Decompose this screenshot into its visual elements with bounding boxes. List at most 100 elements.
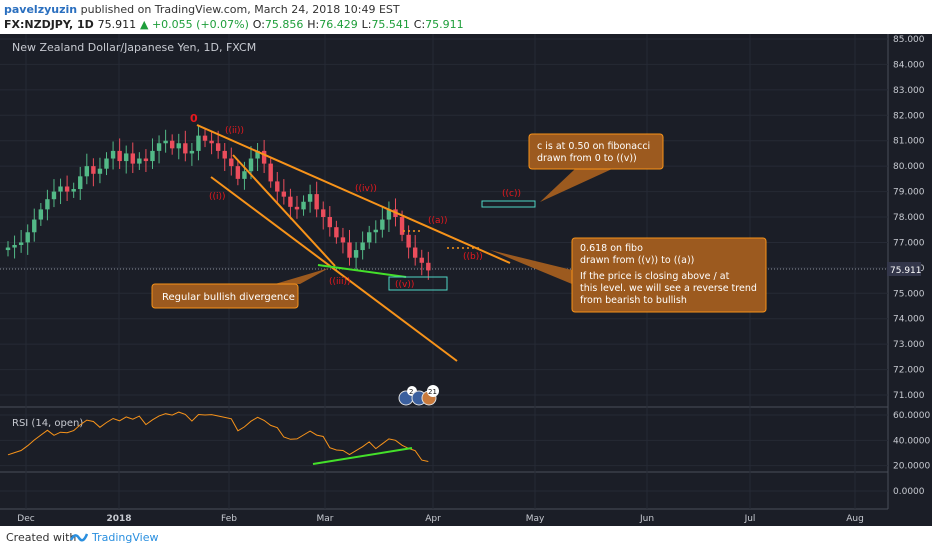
candle-body[interactable]	[189, 150, 195, 154]
event-badge-1-text: 2	[409, 388, 413, 396]
candle-body[interactable]	[202, 135, 208, 141]
candle-body[interactable]	[97, 168, 103, 174]
candle-body[interactable]	[268, 163, 273, 182]
candle-body[interactable]	[235, 166, 241, 179]
candle-body[interactable]	[360, 242, 365, 251]
candle-body[interactable]	[78, 176, 83, 190]
close-value: 75.911	[425, 18, 464, 31]
candle-body[interactable]	[71, 189, 76, 192]
price-tick-label: 79.000	[893, 188, 925, 198]
rsi-divergence-line[interactable]	[312, 447, 413, 465]
candle-body[interactable]	[334, 227, 339, 238]
v-target-box[interactable]	[388, 276, 448, 291]
candle-body[interactable]	[386, 209, 392, 220]
inner-trendline[interactable]	[232, 154, 336, 267]
candle-body[interactable]	[209, 140, 214, 144]
candle-body[interactable]	[183, 143, 188, 154]
wave-label-v: ((v))	[395, 280, 414, 290]
event-badges[interactable]: 2 21	[398, 385, 439, 406]
candle-body[interactable]	[104, 158, 109, 169]
rsi-tick-label: 60.0000	[893, 411, 930, 421]
chart-svg[interactable]: 85.000 84.000 83.000 82.000 81.000 80.000 79.0…	[0, 34, 932, 526]
candle-body[interactable]	[307, 194, 313, 202]
candle-body[interactable]	[5, 247, 11, 251]
open-label: O:	[252, 18, 265, 31]
callout-divergence[interactable]	[151, 283, 299, 309]
candle-body[interactable]	[288, 196, 293, 207]
candle-body[interactable]	[301, 201, 306, 210]
rsi-tick-label: 0.0000	[893, 487, 925, 497]
candle-body[interactable]	[176, 143, 181, 149]
candle-body[interactable]	[275, 181, 280, 192]
candle-body[interactable]	[222, 150, 227, 159]
candle-body[interactable]	[150, 150, 155, 162]
candle-body[interactable]	[137, 158, 142, 164]
tradingview-brand-link[interactable]: TradingView	[92, 531, 159, 544]
candle-body[interactable]	[196, 135, 201, 151]
candle-body[interactable]	[255, 150, 260, 159]
candle-body[interactable]	[327, 217, 333, 228]
candle-body[interactable]	[242, 171, 247, 179]
candle-body[interactable]	[412, 247, 418, 258]
c-target-box[interactable]	[481, 200, 536, 208]
candle-body[interactable]	[367, 232, 372, 243]
candle-body[interactable]	[25, 232, 30, 243]
callout-fib-618[interactable]	[571, 237, 767, 313]
candle-body[interactable]	[45, 199, 50, 210]
candle-body[interactable]	[399, 217, 405, 235]
candle-body[interactable]	[321, 209, 326, 218]
upper-trendline[interactable]	[196, 124, 511, 264]
candle-body[interactable]	[353, 250, 359, 258]
candle-body[interactable]	[340, 237, 346, 243]
candle-body[interactable]	[32, 219, 37, 233]
lower-trendline[interactable]	[210, 176, 458, 362]
candle-body[interactable]	[117, 150, 122, 162]
candle-body[interactable]	[91, 166, 96, 174]
candle-body[interactable]	[373, 229, 378, 233]
candle-body[interactable]	[169, 140, 175, 149]
candle-body[interactable]	[380, 219, 385, 230]
candle-body[interactable]	[163, 140, 168, 144]
candle-body[interactable]	[38, 209, 44, 220]
candle-body[interactable]	[51, 191, 57, 200]
candle-body[interactable]	[18, 242, 24, 245]
candle-body[interactable]	[84, 166, 90, 177]
candle-body[interactable]	[248, 158, 254, 172]
high-label: H:	[307, 18, 320, 31]
candle-body[interactable]	[143, 158, 149, 162]
rsi-axis[interactable]: 60.0000 40.0000 20.0000 0.0000	[893, 411, 930, 497]
candle-body[interactable]	[294, 206, 300, 210]
candle-body[interactable]	[215, 143, 221, 151]
candle-body[interactable]	[58, 186, 63, 192]
candle-body[interactable]	[347, 242, 352, 258]
candle-body[interactable]	[406, 234, 411, 248]
candle-body[interactable]	[419, 257, 424, 263]
candle-body[interactable]	[110, 150, 116, 159]
event-badge-2[interactable]	[427, 385, 439, 397]
callout-fib-c[interactable]	[528, 133, 664, 170]
candle-body[interactable]	[314, 194, 319, 210]
candlestick-series[interactable]	[5, 124, 431, 280]
candle-body[interactable]	[130, 153, 135, 164]
close-label: C:	[413, 18, 426, 31]
price-axis[interactable]: 85.000 84.000 83.000 82.000 81.000 80.000 79.0…	[893, 35, 925, 401]
wave-label-0: 0	[190, 112, 198, 125]
candle-body[interactable]	[261, 150, 267, 164]
candle-body[interactable]	[156, 143, 162, 151]
callout-divergence-pointer	[275, 268, 329, 284]
price-divergence-line[interactable]	[317, 264, 407, 278]
candle-body[interactable]	[124, 153, 129, 162]
price-tick-label: 72.000	[893, 366, 925, 376]
candle-body[interactable]	[229, 158, 234, 167]
candle-body[interactable]	[281, 191, 287, 197]
candle-body[interactable]	[12, 244, 17, 248]
candle-body[interactable]	[426, 262, 431, 271]
chart-plot-area[interactable]: 85.000 84.000 83.000 82.000 81.000 80.000 79.0…	[0, 34, 932, 526]
wave-label-c: ((c))	[502, 189, 521, 199]
symbol-label: FX:NZDJPY, 1D	[4, 18, 94, 31]
wave-label-a: ((a))	[428, 216, 448, 226]
candle-body[interactable]	[64, 186, 70, 192]
author-link[interactable]: pavelzyuzin	[4, 3, 78, 16]
time-axis[interactable]: Dec 2018 Feb Mar Apr May Jun Jul Aug	[17, 514, 864, 524]
rsi-line[interactable]	[7, 411, 429, 462]
